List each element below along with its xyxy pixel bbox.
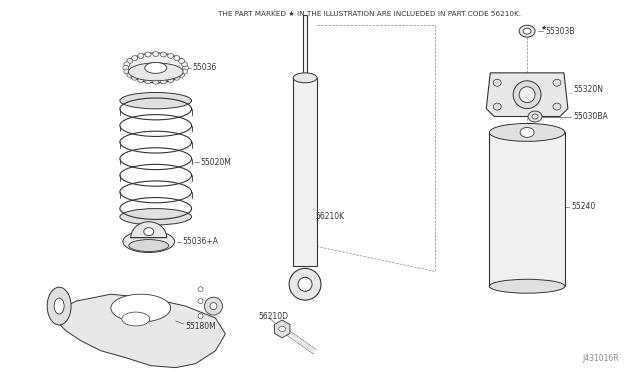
Bar: [303, 15, 307, 78]
Ellipse shape: [519, 87, 535, 103]
Ellipse shape: [513, 81, 541, 109]
Ellipse shape: [523, 28, 531, 34]
Ellipse shape: [54, 298, 64, 314]
Ellipse shape: [123, 231, 175, 253]
Text: 55180M: 55180M: [186, 323, 216, 331]
Ellipse shape: [275, 325, 289, 333]
Ellipse shape: [174, 55, 180, 61]
Ellipse shape: [138, 53, 144, 58]
Ellipse shape: [198, 299, 203, 304]
Ellipse shape: [145, 62, 166, 73]
Ellipse shape: [153, 79, 159, 84]
Text: 55036: 55036: [193, 63, 217, 73]
Bar: [489, 132, 565, 286]
Text: 55036+A: 55036+A: [182, 237, 219, 246]
Ellipse shape: [532, 114, 538, 119]
Ellipse shape: [111, 294, 171, 322]
Ellipse shape: [489, 124, 565, 141]
Ellipse shape: [144, 228, 154, 235]
Ellipse shape: [127, 73, 133, 77]
Ellipse shape: [125, 53, 187, 83]
Ellipse shape: [293, 73, 317, 83]
Ellipse shape: [127, 58, 133, 63]
Ellipse shape: [182, 69, 188, 74]
Ellipse shape: [289, 268, 321, 300]
Polygon shape: [281, 327, 316, 354]
Text: 56210D: 56210D: [259, 311, 288, 321]
Ellipse shape: [129, 240, 169, 251]
Ellipse shape: [493, 79, 501, 86]
Ellipse shape: [145, 79, 151, 84]
Ellipse shape: [153, 51, 159, 57]
Ellipse shape: [120, 93, 191, 109]
Ellipse shape: [489, 279, 565, 293]
Ellipse shape: [174, 75, 180, 80]
Text: ★: ★: [541, 25, 547, 31]
Ellipse shape: [520, 128, 534, 137]
Ellipse shape: [198, 314, 203, 318]
Polygon shape: [275, 320, 290, 338]
Ellipse shape: [124, 69, 130, 74]
Ellipse shape: [132, 55, 138, 61]
Ellipse shape: [47, 287, 71, 325]
Ellipse shape: [528, 111, 542, 122]
Ellipse shape: [168, 53, 173, 58]
Ellipse shape: [198, 287, 203, 292]
Text: THE PART MARKED ★ IN THE ILLUSTRATION ARE INCLUEDED IN PART CODE 56210K.: THE PART MARKED ★ IN THE ILLUSTRATION AR…: [218, 11, 522, 17]
Ellipse shape: [168, 77, 173, 83]
Ellipse shape: [179, 58, 184, 63]
Ellipse shape: [182, 62, 188, 67]
Text: 55303B: 55303B: [545, 27, 575, 36]
Ellipse shape: [553, 103, 561, 110]
Ellipse shape: [519, 25, 535, 37]
Ellipse shape: [179, 73, 184, 77]
Ellipse shape: [298, 277, 312, 291]
Ellipse shape: [161, 52, 166, 57]
Polygon shape: [486, 73, 568, 116]
Text: 55030BA: 55030BA: [573, 112, 607, 121]
Ellipse shape: [129, 63, 183, 81]
Ellipse shape: [120, 209, 191, 225]
Ellipse shape: [493, 103, 501, 110]
Ellipse shape: [138, 77, 144, 83]
Text: 56210K: 56210K: [315, 212, 344, 221]
Polygon shape: [56, 294, 225, 368]
Text: 55240: 55240: [571, 202, 595, 211]
Text: 55020M: 55020M: [200, 158, 232, 167]
Ellipse shape: [210, 303, 217, 310]
Text: 55320N: 55320N: [573, 85, 603, 94]
Ellipse shape: [132, 75, 138, 80]
Bar: [293, 78, 317, 266]
Ellipse shape: [553, 79, 561, 86]
Ellipse shape: [205, 297, 223, 315]
Ellipse shape: [182, 65, 189, 70]
Ellipse shape: [145, 52, 151, 57]
Ellipse shape: [123, 65, 129, 70]
Ellipse shape: [122, 312, 150, 326]
Ellipse shape: [161, 79, 166, 84]
Ellipse shape: [124, 62, 130, 67]
Text: J431016R: J431016R: [582, 354, 619, 363]
Polygon shape: [131, 222, 166, 238]
Ellipse shape: [278, 327, 285, 331]
